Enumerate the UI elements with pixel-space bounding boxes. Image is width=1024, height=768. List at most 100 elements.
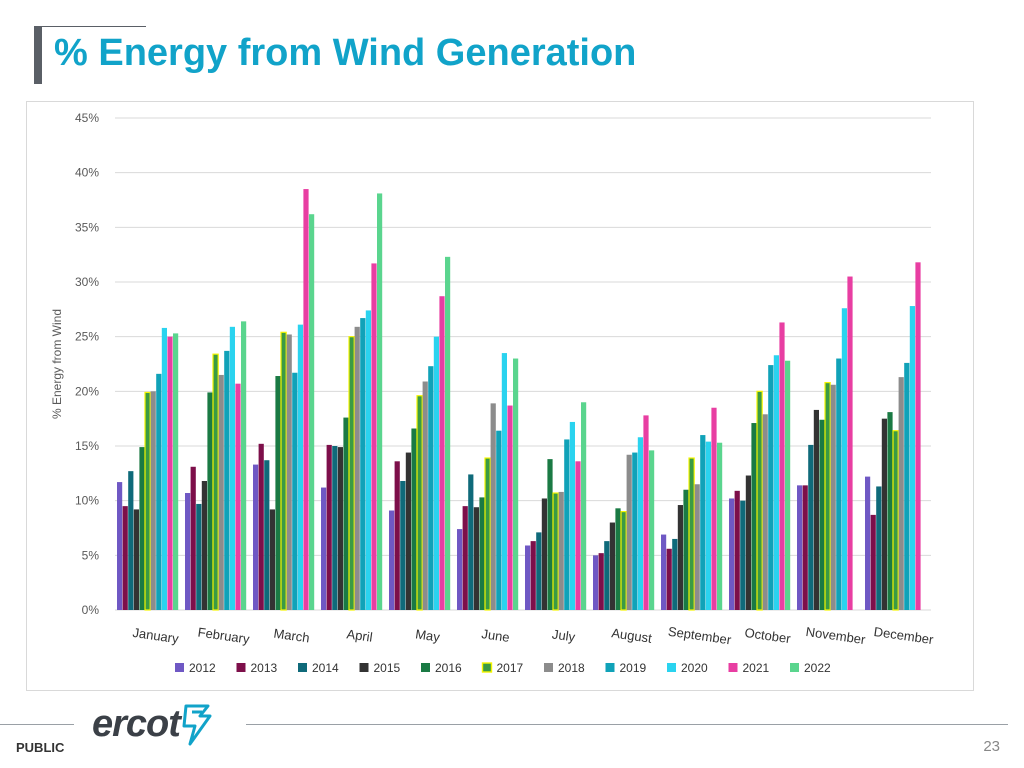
y-tick-label: 45% [75,111,99,125]
footer-rule-left [0,724,74,725]
bar-2019-september [700,435,706,610]
legend-swatch-2019 [605,663,615,672]
bar-2013-october [734,490,740,610]
bar-2014-august [604,541,610,610]
bar-2016-may [411,428,417,610]
y-tick-label: 20% [75,384,99,398]
bar-2019-november [836,358,842,610]
bar-2021-june [507,405,513,610]
legend-label-2020: 2020 [681,661,708,675]
bar-2017-march [280,331,287,611]
bar-2016-july [547,459,553,610]
bar-2015-november [813,409,819,610]
legend-label-2022: 2022 [804,661,831,675]
legend-label-2013: 2013 [251,661,278,675]
bar-2015-august [609,522,615,610]
bar-2013-december [870,514,876,610]
bar-2013-march [258,443,264,610]
bar-2015-july [541,498,547,610]
bar-2015-september [677,505,683,610]
bar-2012-june [457,529,463,610]
y-tick-label: 15% [75,439,99,453]
bar-2018-august [626,454,632,610]
bar-2020-november [841,308,847,610]
bar-2014-june [468,474,474,610]
legend-swatch-2017 [481,662,493,673]
bar-2013-august [598,553,604,610]
x-tick-label: August [611,625,654,646]
logo-text: ercot [92,702,181,745]
bar-2015-october [745,475,751,610]
bar-2016-april [343,417,349,610]
bar-2018-january [150,391,156,610]
bar-2016-january [139,447,145,610]
bar-2017-january [144,391,151,611]
bar-2022-august [649,450,655,610]
bar-2019-october [768,365,774,610]
legend-label-2016: 2016 [435,661,462,675]
bar-2016-september [683,489,689,610]
bar-2022-july [581,402,587,610]
lightning-bolt-icon [182,704,212,746]
y-tick-label: 25% [75,330,99,344]
legend-swatch-2014 [298,663,307,672]
legend-swatch-2015 [359,663,369,672]
bar-2021-september [711,407,717,610]
bar-2013-may [394,461,400,610]
bar-2012-march [253,464,259,610]
bar-2016-december [887,412,893,610]
legend-swatch-2022 [790,663,799,672]
bar-2022-january [173,333,179,610]
bar-2013-february [190,466,196,610]
bar-2020-september [705,441,711,610]
bar-2020-august [637,437,643,610]
title-accent-bar [34,26,42,84]
bar-2019-april [360,318,366,610]
footer-rule-right [246,724,1008,725]
bar-2019-may [428,366,434,610]
y-tick-label: 5% [82,548,100,562]
bar-2021-august [643,415,649,610]
bar-2017-july [552,492,559,611]
bar-2020-february [229,326,235,610]
bar-2013-november [802,485,808,610]
x-tick-label: April [346,626,374,644]
bar-2020-january [161,327,167,610]
bar-2022-october [785,360,791,610]
bar-2013-september [666,548,672,610]
legend-swatch-2013 [236,663,246,672]
bar-2017-november [824,381,831,611]
bar-2012-august [593,555,599,610]
bar-2021-july [575,461,581,610]
bar-2012-july [525,545,531,610]
y-tick-label: 40% [75,166,99,180]
x-tick-label: July [551,627,576,645]
bar-2014-may [400,480,406,610]
bar-2020-december [909,306,915,610]
legend-swatch-2020 [667,663,676,672]
classification-label: PUBLIC [16,740,65,755]
bar-2014-november [808,444,814,610]
bar-2021-november [847,276,853,610]
bar-2017-june [484,457,491,611]
bar-2012-may [389,510,395,610]
bar-2013-april [326,444,332,610]
bar-2022-june [513,358,519,610]
bar-2021-december [915,262,921,610]
bar-2015-june [473,507,479,610]
bar-2015-december [881,418,887,610]
bar-2014-march [264,460,270,610]
bar-2021-march [303,189,309,611]
bar-2022-march [309,214,315,611]
page-title: % Energy from Wind Generation [54,32,637,74]
bar-2018-november [830,384,836,610]
x-tick-label: October [744,625,793,646]
bar-2019-december [904,362,910,610]
bar-2022-september [717,442,723,610]
bar-2014-december [876,486,882,610]
bar-2018-july [558,491,564,610]
x-tick-label: September [667,624,733,648]
bar-2012-april [321,487,327,610]
bar-2016-october [751,423,757,610]
bar-2015-may [405,452,411,610]
